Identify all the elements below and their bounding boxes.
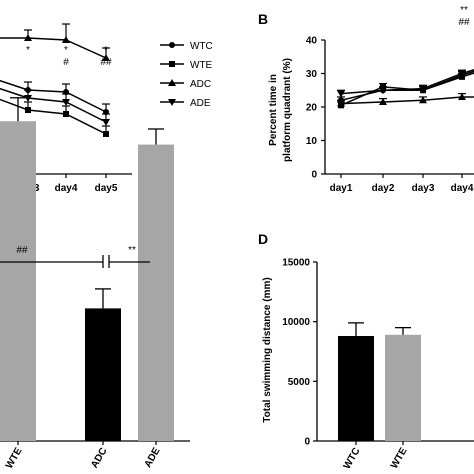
- b-point-adc: [458, 92, 466, 100]
- a-line-adc: [0, 37, 107, 59]
- a-point-ade: [24, 95, 32, 102]
- b-point-adc: [379, 97, 387, 105]
- b-line-adc: [340, 96, 474, 105]
- panel-c-bar-ade: [138, 144, 174, 441]
- b-line-wtc: [340, 70, 474, 102]
- panel-a-significance-marks: * *#*##: [26, 45, 112, 68]
- panel-a-significance-mark: *: [104, 45, 108, 56]
- panel-c-significance-marks: ## **: [0, 245, 150, 268]
- panel-b-label: B: [258, 11, 268, 27]
- panel-a-significance-mark: ##: [100, 57, 112, 68]
- panel-d-bar-chart: D Total swimming distance (mm) 0 5000 1000…: [258, 231, 474, 471]
- panel-b-series: [337, 69, 474, 109]
- panel-b-y-tick-label: 10: [306, 136, 318, 147]
- b-point-adc: [337, 99, 345, 107]
- panel-b-line-chart: B Percent time in platform quadrant (%) …: [258, 5, 474, 194]
- panel-c-x-tick-label: ADE: [143, 446, 163, 470]
- a-point-adc: [24, 34, 32, 41]
- panel-c-bar-wte: [0, 121, 36, 441]
- b-line-wte: [340, 72, 474, 107]
- panel-b-x-tick-label: day1: [330, 183, 353, 194]
- panel-d-bar-wtc: [338, 335, 374, 441]
- panel-b-ylabel-line2: platform quadrant (%): [282, 58, 293, 162]
- a-point-wte: [63, 111, 69, 117]
- legend-label: WTE: [190, 60, 213, 71]
- panel-d-y-ticks: 0 5000 10000 15000: [282, 258, 317, 448]
- panel-c-bar-adc: [85, 308, 121, 441]
- panel-b-x-tick-label: day3: [412, 183, 435, 194]
- panel-d-y-tick-label: 10000: [282, 317, 310, 328]
- legend-marker-adc: [168, 79, 176, 86]
- panel-b-ylabel-line1: Percent time in: [268, 74, 279, 146]
- a-point-wte: [25, 107, 31, 113]
- panel-b-y-tick-label: 20: [306, 103, 318, 114]
- legend: WTC WTE ADC ADE: [160, 41, 213, 109]
- panel-d-x-tick-label: WTC: [342, 446, 363, 471]
- panel-d-x-ticks: WTC WTE: [342, 441, 410, 471]
- legend-label: ADC: [190, 79, 211, 90]
- panel-b-y-ticks: 0 10 20 30 40: [306, 36, 325, 181]
- b-point-ade: [379, 87, 387, 95]
- panel-c-significance-mark: ##: [16, 245, 28, 256]
- a-point-ade: [102, 119, 110, 126]
- panel-c-x-ticks: WTE ADC ADE: [4, 441, 163, 471]
- b-point-ade: [419, 85, 427, 93]
- panel-c-bars: [0, 97, 174, 441]
- panel-a-significance-mark: #: [63, 57, 69, 68]
- panel-d-label: D: [258, 231, 268, 247]
- legend-marker-wtc: [169, 42, 175, 48]
- b-point-adc: [419, 96, 427, 104]
- panel-b-y-tick-label: 40: [306, 36, 318, 47]
- b-point-ade: [337, 90, 345, 98]
- panel-a-x-tick-label: day4: [55, 183, 78, 194]
- panel-c-significance-mark: **: [128, 245, 136, 256]
- panel-a-significance-mark: *: [64, 45, 68, 56]
- panel-c-x-tick-label: ADC: [89, 446, 109, 470]
- panel-a-x-tick-label: day5: [95, 183, 118, 194]
- panel-b-x-ticks: day1 day2 day3 day4: [330, 174, 474, 194]
- panel-d-y-tick-label: 5000: [288, 377, 311, 388]
- panel-b-x-tick-label: day2: [372, 183, 395, 194]
- panel-d-x-tick-label: WTE: [389, 446, 410, 471]
- panel-b-significance-mark: ##: [458, 17, 470, 28]
- a-line-wtc: [0, 79, 107, 113]
- a-point-ade: [62, 99, 70, 106]
- a-point-adc: [102, 54, 110, 61]
- panel-b-significance-mark: **: [460, 5, 468, 16]
- panel-b-x-tick-label: day4: [451, 183, 474, 194]
- b-point-ade: [458, 70, 466, 78]
- panel-a-series: [0, 23, 110, 137]
- panel-c-x-tick-label: WTE: [4, 446, 25, 471]
- panel-b-significance-marks: **##: [458, 5, 470, 28]
- panel-d-y-tick-label: 0: [304, 437, 310, 448]
- panel-d-y-tick-label: 15000: [282, 258, 310, 269]
- legend-label: WTC: [190, 41, 213, 52]
- panel-d-ylabel: Total swimming distance (mm): [262, 277, 273, 422]
- panel-c-bar-chart: WTE ADC ADE ## **: [0, 97, 190, 471]
- legend-label: ADE: [190, 98, 211, 109]
- a-point-adc: [62, 36, 70, 43]
- legend-marker-ade: [168, 99, 176, 106]
- legend-marker-wte: [169, 61, 175, 67]
- a-point-wte: [103, 131, 109, 137]
- panel-a-significance-mark: *: [26, 45, 30, 56]
- panel-d-bar-wte: [385, 334, 421, 441]
- panel-b-y-tick-label: 30: [306, 69, 318, 80]
- panel-b-y-tick-label: 0: [311, 170, 317, 181]
- panel-d-bars: [338, 322, 421, 441]
